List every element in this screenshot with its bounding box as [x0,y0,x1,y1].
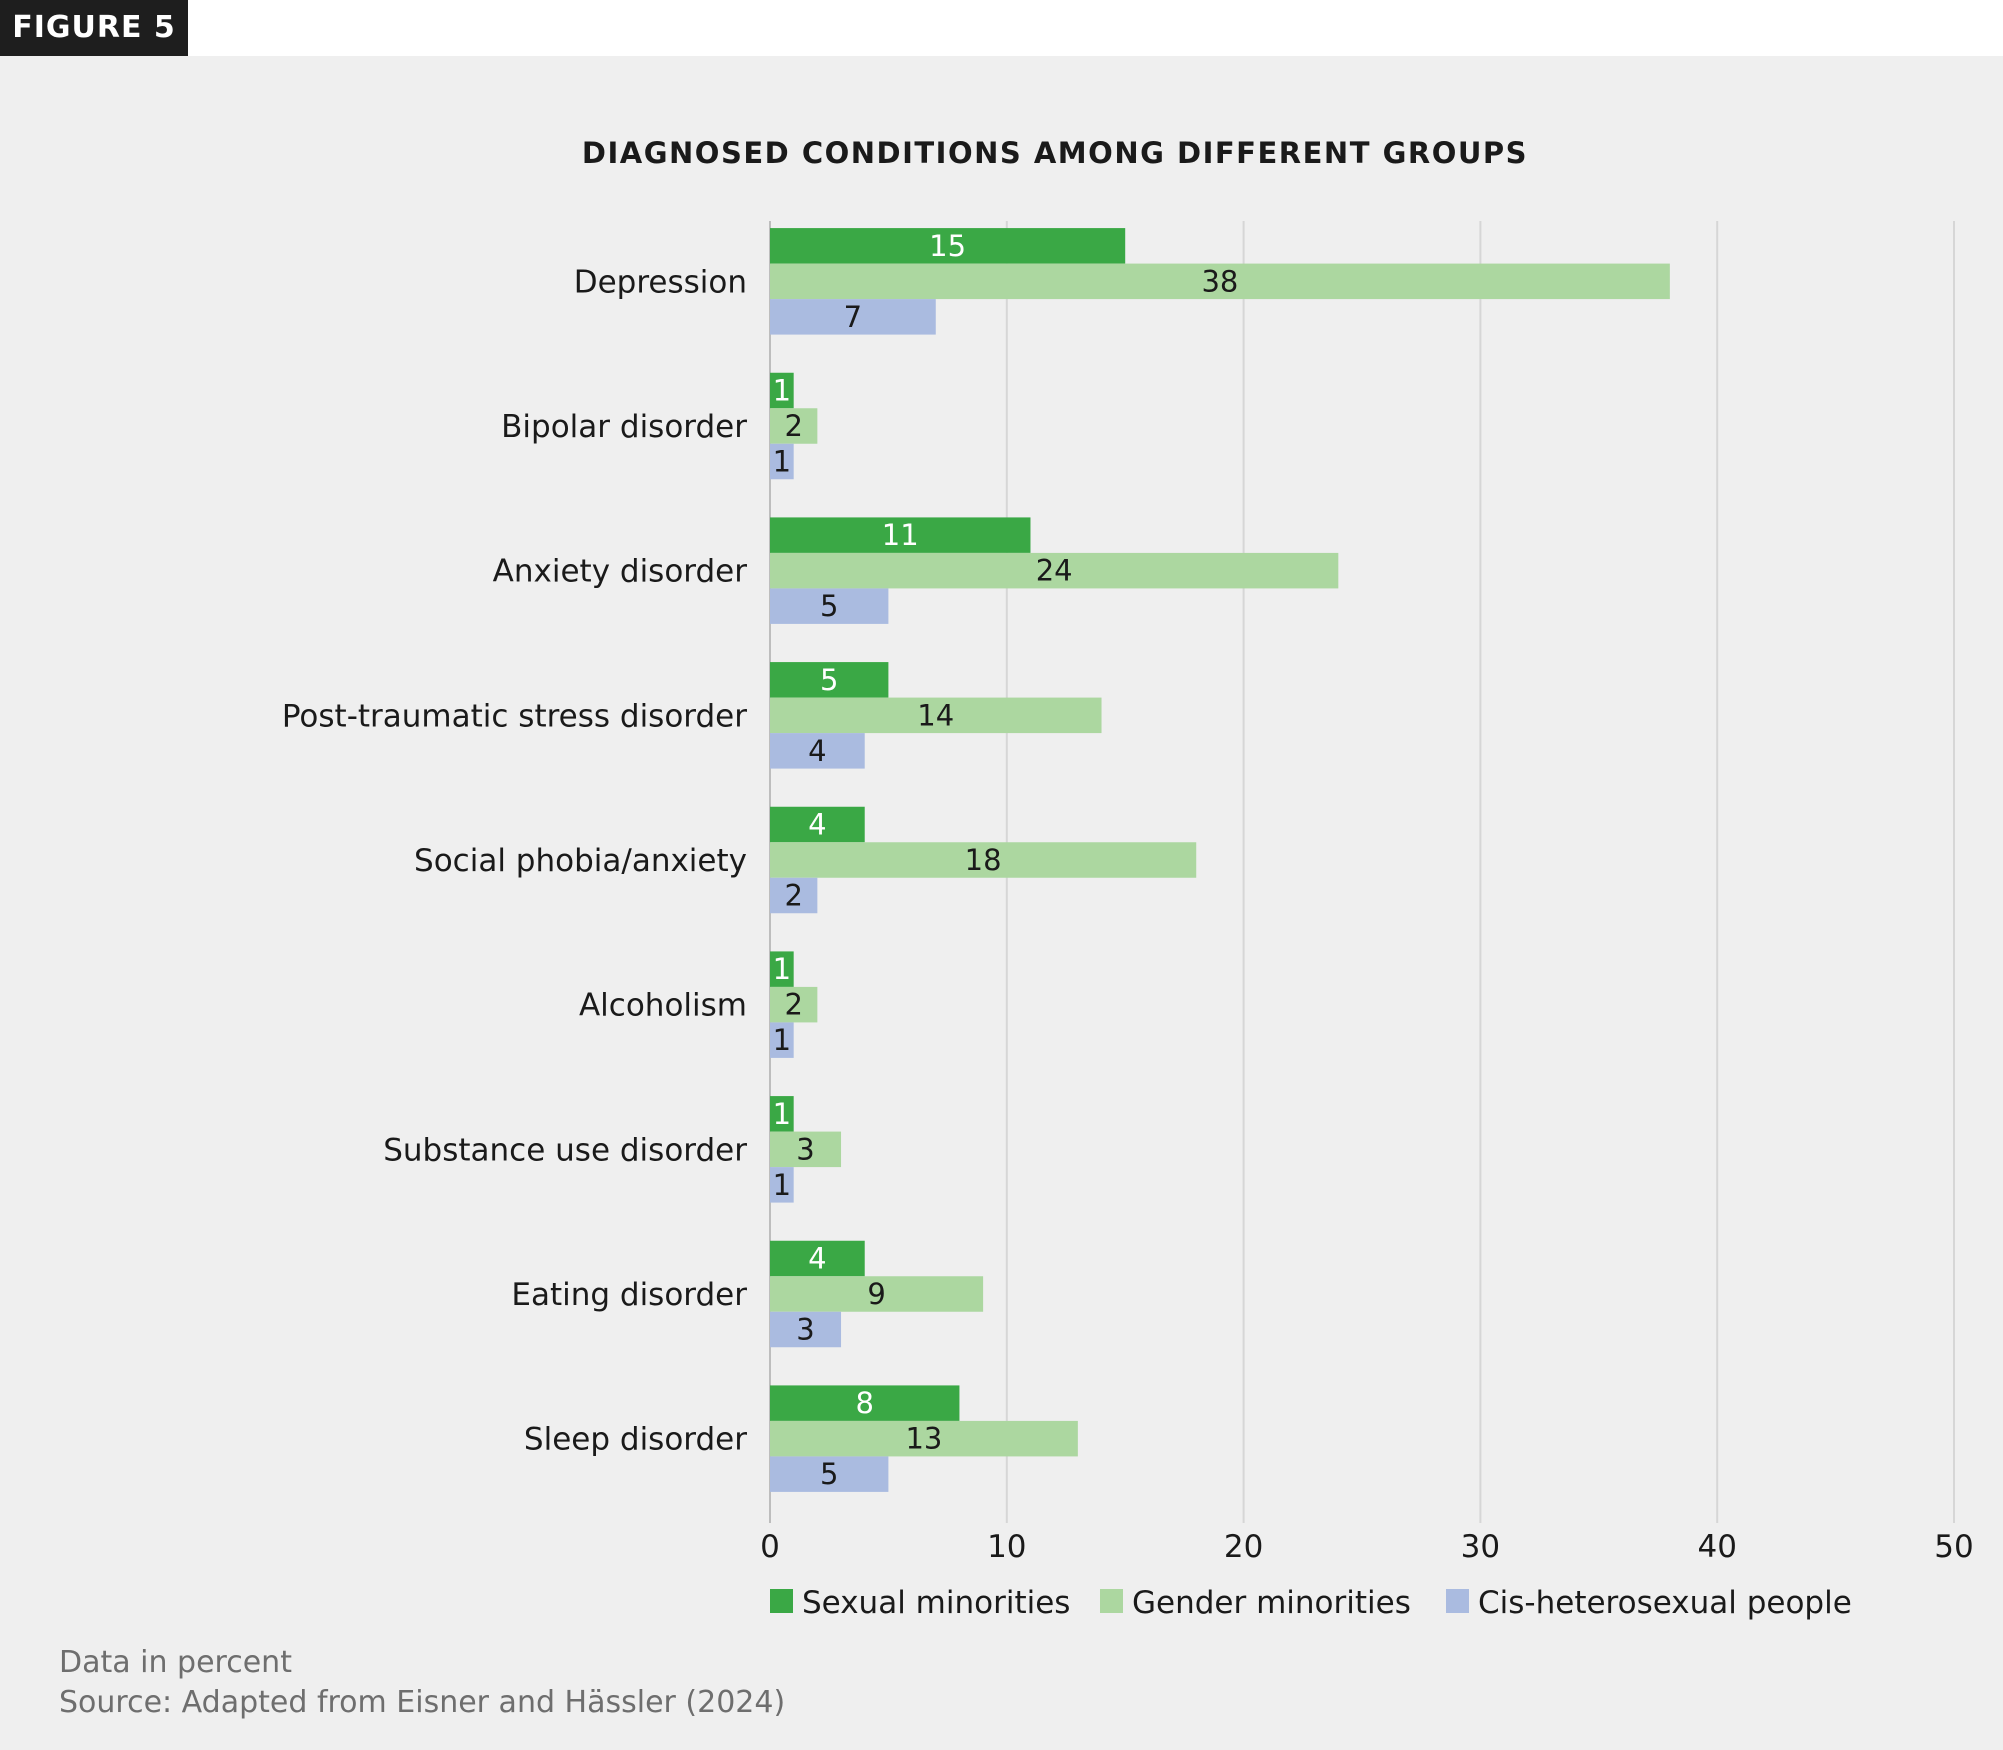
data-label: 4 [808,1242,826,1276]
bar-gender-minorities [770,986,818,1023]
data-label: 5 [820,663,838,697]
bar-cis-heterosexual-people [770,1167,794,1203]
bar-cis-heterosexual-people [770,1456,889,1492]
footer-source: Source: Adapted from Eisner and Hässler … [59,1685,786,1720]
bar-cis-heterosexual-people [770,733,865,769]
bar-cis-heterosexual-people [770,443,794,480]
data-label: 3 [796,1132,814,1166]
data-label: 2 [784,409,802,443]
bar-sexual-minorities [770,1240,865,1277]
data-label: 4 [808,734,826,768]
x-tick-label: 0 [760,1529,780,1565]
bar-sexual-minorities [770,517,1031,553]
bar-sexual-minorities [770,951,794,987]
category-label: Anxiety disorder [493,554,748,590]
legend-swatch [1446,1589,1469,1613]
category-label: Sleep disorder [524,1422,747,1458]
data-label: 2 [784,879,802,913]
data-label: 1 [773,952,791,986]
bar-sexual-minorities [770,806,865,843]
data-label: 2 [784,988,802,1022]
x-tick-label: 50 [1934,1529,1973,1565]
figure-badge: FIGURE 5 [0,0,188,56]
data-label: 7 [844,300,862,334]
data-label: 14 [917,698,954,732]
bar-gender-minorities [770,842,1197,878]
category-label: Social phobia/anxiety [414,843,747,879]
bar-sexual-minorities [770,372,794,409]
data-label: 1 [773,1023,791,1057]
data-label: 1 [773,1097,791,1131]
category-label: Eating disorder [511,1277,747,1313]
bar-sexual-minorities [770,662,889,698]
legend-swatch [1100,1589,1123,1613]
data-label: 5 [820,589,838,623]
chart-title: DIAGNOSED CONDITIONS AMONG DIFFERENT GRO… [581,136,1529,170]
category-label: Bipolar disorder [501,409,747,445]
bar-cis-heterosexual-people [770,299,936,335]
bar-gender-minorities [770,552,1339,589]
bar-cis-heterosexual-people [770,1311,842,1348]
data-label: 9 [867,1277,885,1311]
category-label: Depression [574,264,747,300]
bar-cis-heterosexual-people [770,588,889,624]
legend-label: Gender minorities [1132,1585,1411,1621]
x-tick-label: 30 [1461,1529,1500,1565]
data-label: 13 [905,1422,942,1456]
bar-gender-minorities [770,1420,1078,1457]
header-band [0,0,2003,56]
bar-sexual-minorities [770,1385,960,1421]
data-label: 1 [773,445,791,479]
bar-gender-minorities [770,408,818,444]
bar-gender-minorities [770,1276,984,1312]
x-tick-label: 10 [987,1529,1026,1565]
bar-cis-heterosexual-people [770,877,818,914]
legend-label: Sexual minorities [802,1585,1070,1621]
data-label: 1 [773,1168,791,1202]
data-label: 18 [965,843,1002,877]
bar-sexual-minorities [770,228,1126,264]
category-label: Alcoholism [579,988,747,1024]
data-label: 5 [820,1457,838,1491]
data-label: 15 [929,229,966,263]
bar-gender-minorities [770,263,1670,300]
bar-sexual-minorities [770,1096,794,1132]
data-label: 1 [773,374,791,408]
bar-cis-heterosexual-people [770,1022,794,1058]
category-label: Post-traumatic stress disorder [282,698,747,734]
data-label: 8 [855,1386,873,1420]
data-label: 3 [796,1313,814,1347]
bar-gender-minorities [770,1131,842,1168]
data-label: 24 [1036,554,1073,588]
data-label: 38 [1201,264,1238,298]
footer-note: Data in percent [59,1645,292,1680]
data-label: 11 [882,518,919,552]
x-tick-label: 40 [1697,1529,1736,1565]
x-tick-label: 20 [1224,1529,1263,1565]
legend-swatch [770,1589,793,1613]
legend-label: Cis-heterosexual people [1478,1585,1852,1621]
bar-gender-minorities [770,697,1102,734]
data-label: 4 [808,808,826,842]
category-label: Substance use disorder [383,1132,747,1168]
